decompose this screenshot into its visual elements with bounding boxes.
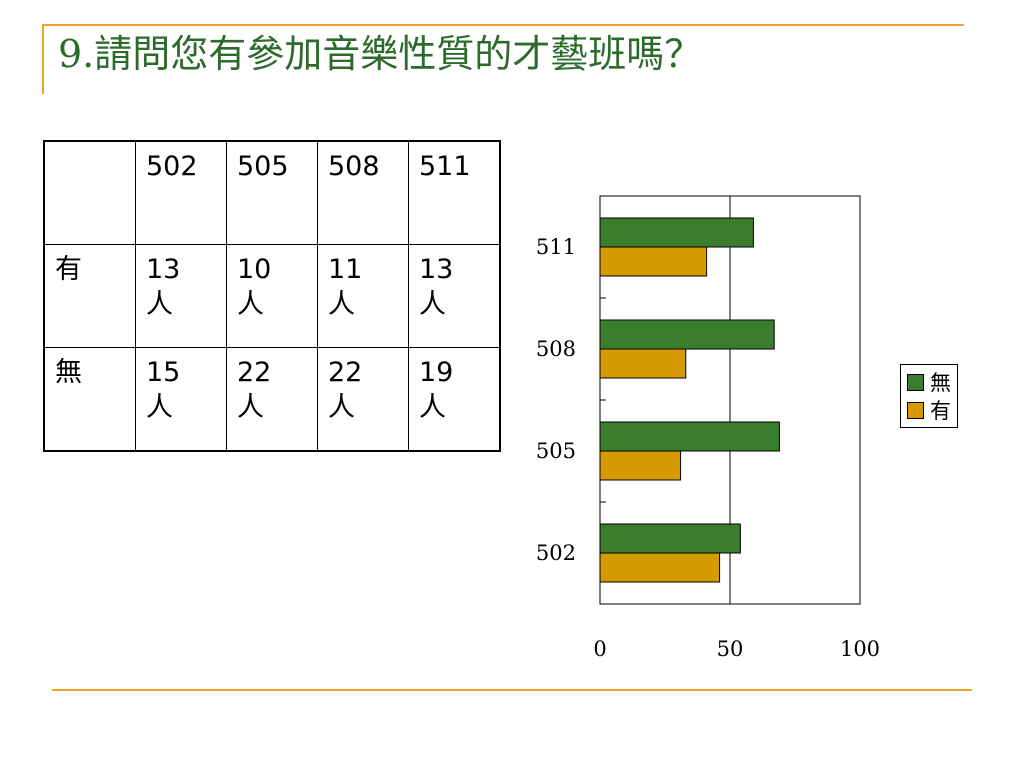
table-header-cell — [43, 140, 136, 245]
legend-label: 有 — [930, 399, 951, 423]
legend-swatch — [907, 373, 924, 391]
table-header-cell: 508 — [317, 140, 409, 245]
legend-item: 無 — [907, 368, 951, 396]
legend-swatch — [907, 401, 924, 419]
bar-有 — [599, 348, 687, 379]
cell-unit: 人 — [419, 288, 446, 320]
bottom-accent-line — [52, 689, 972, 691]
table-cell: 22 人 — [226, 347, 318, 452]
table-cell: 22 人 — [317, 347, 409, 452]
bar-無 — [599, 319, 775, 350]
bar-chart: 502 505 508 511 0 50 100 — [536, 195, 880, 661]
cell-unit: 人 — [237, 288, 264, 320]
table-cell: 11 人 — [317, 244, 409, 348]
chart-legend: 無 有 — [900, 364, 958, 428]
bar-無 — [599, 523, 741, 554]
cell-count: 13 — [419, 254, 454, 285]
table-header-cell: 502 — [135, 140, 227, 245]
table-cell: 13 人 — [408, 244, 501, 348]
cell-unit: 人 — [146, 288, 173, 320]
y-tick-label: 508 — [536, 337, 576, 361]
table-row: 有 13 人 10 人 11 人 13 人 — [43, 244, 501, 348]
cell-unit: 人 — [419, 391, 446, 423]
cell-count: 15 — [146, 357, 181, 388]
cell-count: 19 — [419, 357, 454, 388]
cell-unit: 人 — [328, 288, 355, 320]
y-tick-label: 505 — [536, 439, 576, 463]
x-tick-label: 50 — [717, 637, 744, 661]
cell-count: 13 — [146, 254, 181, 285]
row-label: 有 — [43, 244, 136, 348]
x-tick-label: 100 — [840, 637, 880, 661]
bar-無 — [599, 421, 780, 452]
legend-label: 無 — [930, 371, 951, 395]
y-tick-label: 511 — [536, 235, 576, 259]
y-tick-label: 502 — [536, 541, 576, 565]
bar-有 — [599, 450, 682, 481]
table-cell: 13 人 — [135, 244, 227, 348]
bar-有 — [599, 552, 721, 583]
bar-有 — [599, 246, 708, 277]
table-cell: 15 人 — [135, 347, 227, 452]
legend-item: 有 — [907, 396, 951, 424]
table-header-cell: 505 — [226, 140, 318, 245]
top-accent-line — [42, 24, 964, 26]
table-cell: 19 人 — [408, 347, 501, 452]
cell-count: 11 — [328, 254, 363, 285]
slide-title: 9.請問您有參加音樂性質的才藝班嗎？ — [58, 32, 703, 76]
cell-unit: 人 — [146, 391, 173, 423]
left-accent-line — [42, 24, 44, 94]
table-cell: 10 人 — [226, 244, 318, 348]
table-header-cell: 511 — [408, 140, 501, 245]
bar-無 — [599, 217, 754, 248]
x-tick-label: 0 — [593, 637, 606, 661]
table-header-row: 502 505 508 511 — [43, 140, 501, 245]
cell-count: 10 — [237, 254, 272, 285]
cell-unit: 人 — [237, 391, 264, 423]
cell-unit: 人 — [328, 391, 355, 423]
cell-count: 22 — [328, 357, 363, 388]
row-label: 無 — [43, 347, 136, 452]
cell-count: 22 — [237, 357, 272, 388]
data-table: 502 505 508 511 有 13 人 10 人 11 人 13 人 無 15 人 … — [43, 140, 501, 452]
table-row: 無 15 人 22 人 22 人 19 人 — [43, 347, 501, 452]
